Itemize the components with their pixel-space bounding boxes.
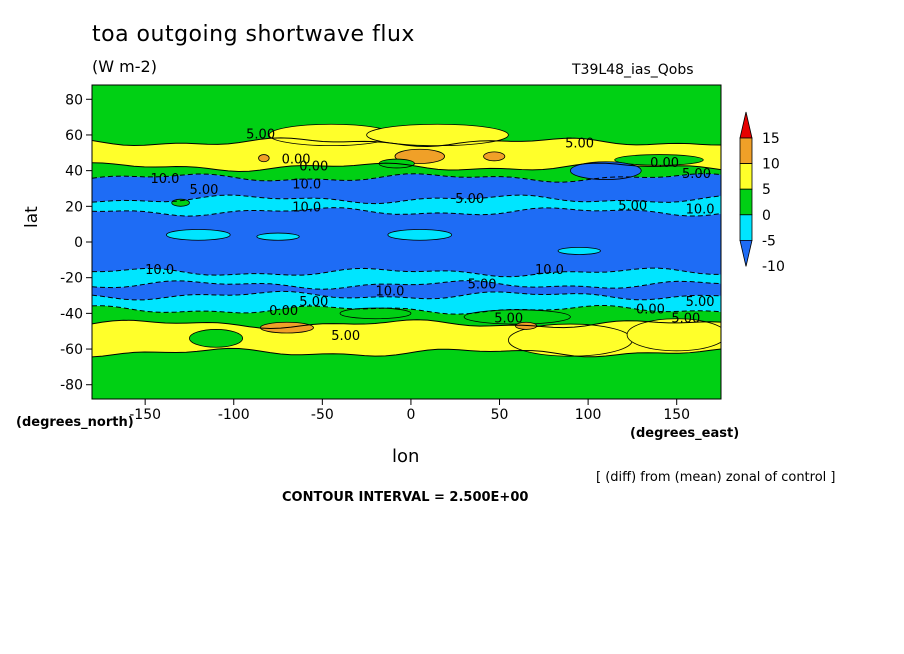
zonal-band bbox=[92, 305, 721, 329]
anomaly-patch bbox=[339, 307, 412, 320]
x-tick-label: 150 bbox=[663, 407, 690, 423]
contour-interval: CONTOUR INTERVAL = 2.500E+00 bbox=[282, 490, 529, 505]
anomaly-patch bbox=[258, 154, 270, 163]
contour-line bbox=[92, 173, 721, 183]
zonal-band bbox=[92, 348, 721, 399]
contour-label: 0.00 bbox=[282, 153, 311, 168]
y-tick-label: 0 bbox=[74, 235, 83, 251]
contour-label: 0.00 bbox=[269, 304, 298, 319]
run-label: T39L48_ias_Qobs bbox=[572, 62, 694, 78]
y-tick-label: 60 bbox=[65, 128, 83, 144]
zonal-band bbox=[92, 207, 721, 277]
contour-label: 10.0 bbox=[292, 201, 321, 216]
contour-line bbox=[92, 194, 721, 205]
contour-label: 5.00 bbox=[618, 199, 647, 214]
contour-line bbox=[92, 304, 721, 315]
zonal-band bbox=[92, 162, 721, 183]
contour-label: 10.0 bbox=[535, 263, 564, 278]
contour-label: 5.00 bbox=[299, 295, 328, 310]
contour-label: 5.00 bbox=[565, 136, 594, 151]
x-units-label: (degrees_east) bbox=[630, 426, 740, 441]
contour-label: 0.00 bbox=[650, 156, 679, 171]
x-tick-label: 50 bbox=[491, 407, 509, 423]
contour-label: 5.00 bbox=[468, 277, 497, 292]
difference-note: [ (diff) from (mean) zonal of control ] bbox=[596, 470, 836, 485]
anomaly-patch bbox=[189, 329, 244, 348]
contour-label: 5.00 bbox=[246, 128, 275, 143]
contour-label: 5.00 bbox=[686, 295, 715, 310]
colorbar-swatch bbox=[739, 163, 753, 190]
colorbar-swatch bbox=[739, 239, 753, 267]
contour-line bbox=[92, 267, 721, 278]
anomaly-patch bbox=[387, 229, 453, 241]
contour-line bbox=[92, 280, 721, 290]
zonal-band bbox=[92, 280, 721, 300]
y-tick-label: -40 bbox=[60, 306, 83, 322]
y-tick-label: -20 bbox=[60, 271, 83, 287]
contour-label: 5.00 bbox=[189, 183, 218, 198]
x-tick-label: 0 bbox=[406, 407, 415, 423]
colorbar-label: 15 bbox=[762, 131, 780, 147]
contour-label: 5.00 bbox=[682, 167, 711, 182]
colorbar-swatch bbox=[739, 137, 753, 165]
contour-label: 10.0 bbox=[150, 172, 179, 187]
contour-label: 0.00 bbox=[299, 160, 328, 175]
contour-label: 0.00 bbox=[636, 302, 665, 317]
contour-line bbox=[92, 319, 721, 329]
contour-line bbox=[92, 137, 721, 148]
x-tick-label: -50 bbox=[311, 407, 334, 423]
anomaly-patch bbox=[256, 232, 300, 241]
anomaly-patch bbox=[626, 318, 721, 352]
anomaly-patch bbox=[483, 151, 506, 162]
contour-label: 5.00 bbox=[494, 311, 523, 326]
y-tick-label: -80 bbox=[60, 378, 83, 394]
contour-label: 10.0 bbox=[145, 263, 174, 278]
chart-units: (W m-2) bbox=[92, 57, 157, 76]
y-tick-label: 20 bbox=[65, 199, 83, 215]
y-tick-label: -60 bbox=[60, 342, 83, 358]
y-tick-label: 80 bbox=[65, 92, 83, 108]
anomaly-patch bbox=[557, 246, 601, 255]
x-tick-label: 100 bbox=[575, 407, 602, 423]
contour-label: 10.0 bbox=[292, 177, 321, 192]
contour-label: 10.0 bbox=[686, 202, 715, 217]
zonal-band bbox=[92, 173, 721, 204]
contour-line bbox=[92, 290, 721, 301]
zonal-band bbox=[92, 268, 721, 290]
colorbar-label: -10 bbox=[762, 259, 785, 275]
colorbar-label: 5 bbox=[762, 182, 771, 198]
anomaly-patch bbox=[166, 229, 231, 241]
colorbar-label: 0 bbox=[762, 208, 771, 224]
anomaly-patch bbox=[614, 154, 704, 166]
colorbar-swatch bbox=[739, 111, 753, 139]
colorbar-swatch bbox=[739, 214, 753, 241]
contour-line bbox=[92, 347, 721, 358]
contour-line bbox=[92, 207, 721, 217]
contour-label: 5.00 bbox=[331, 329, 360, 344]
x-tick-label: -100 bbox=[218, 407, 250, 423]
x-axis-label: lon bbox=[392, 446, 420, 467]
colorbar-label: 10 bbox=[762, 157, 780, 173]
contour-label: 5.00 bbox=[671, 311, 700, 326]
x-tick-label: -150 bbox=[129, 407, 161, 423]
anomaly-patch bbox=[569, 161, 642, 180]
zonal-band bbox=[92, 85, 721, 147]
colorbar-label: -5 bbox=[762, 233, 776, 249]
y-tick-label: 40 bbox=[65, 164, 83, 180]
contour-label: 5.00 bbox=[455, 192, 484, 207]
contour-line bbox=[92, 162, 721, 172]
y-units-label: (degrees_north) bbox=[16, 415, 134, 430]
chart-title: toa outgoing shortwave flux bbox=[92, 22, 415, 47]
colorbar-swatch bbox=[739, 188, 753, 216]
contour-label: 10.0 bbox=[375, 285, 404, 300]
